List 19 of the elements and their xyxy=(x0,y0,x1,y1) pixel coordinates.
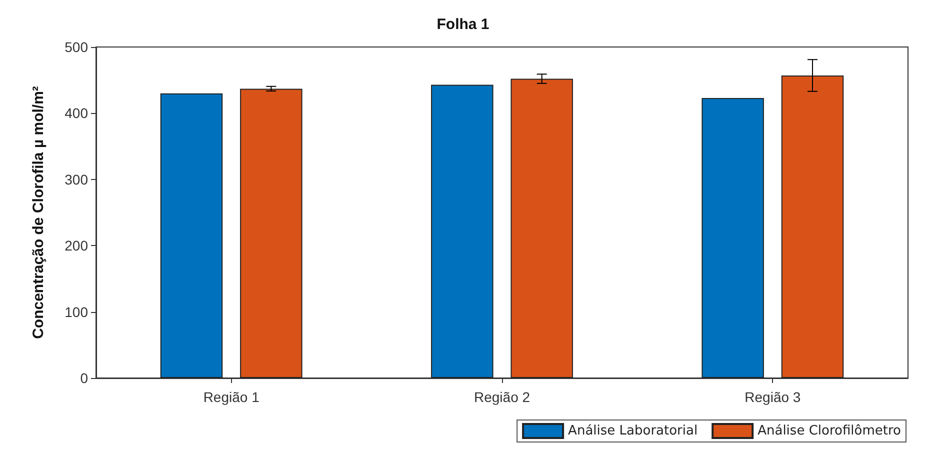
x-tick-label: Região 3 xyxy=(744,389,801,405)
y-tick-label: 300 xyxy=(64,171,88,188)
bar xyxy=(240,88,302,378)
bar xyxy=(781,75,844,378)
x-tick-label: Região 2 xyxy=(474,389,530,405)
legend-label: Análise Clorofilômetro xyxy=(758,424,902,438)
legend-label: Análise Laboratorial xyxy=(568,424,698,438)
y-tick-label: 500 xyxy=(64,39,88,55)
y-tick-label: 200 xyxy=(64,238,88,254)
y-axis-title: Concentração de Clorofila µ mol/m² xyxy=(30,86,47,339)
bar xyxy=(160,93,223,378)
y-tick-label: 400 xyxy=(64,105,88,122)
x-tick-label: Região 1 xyxy=(203,389,260,405)
bar xyxy=(510,78,573,378)
bar xyxy=(431,84,494,378)
chart-title: Folha 1 xyxy=(436,16,490,33)
bar xyxy=(702,98,764,378)
y-tick-label: 0 xyxy=(80,370,88,386)
y-tick-label: 100 xyxy=(64,304,88,320)
